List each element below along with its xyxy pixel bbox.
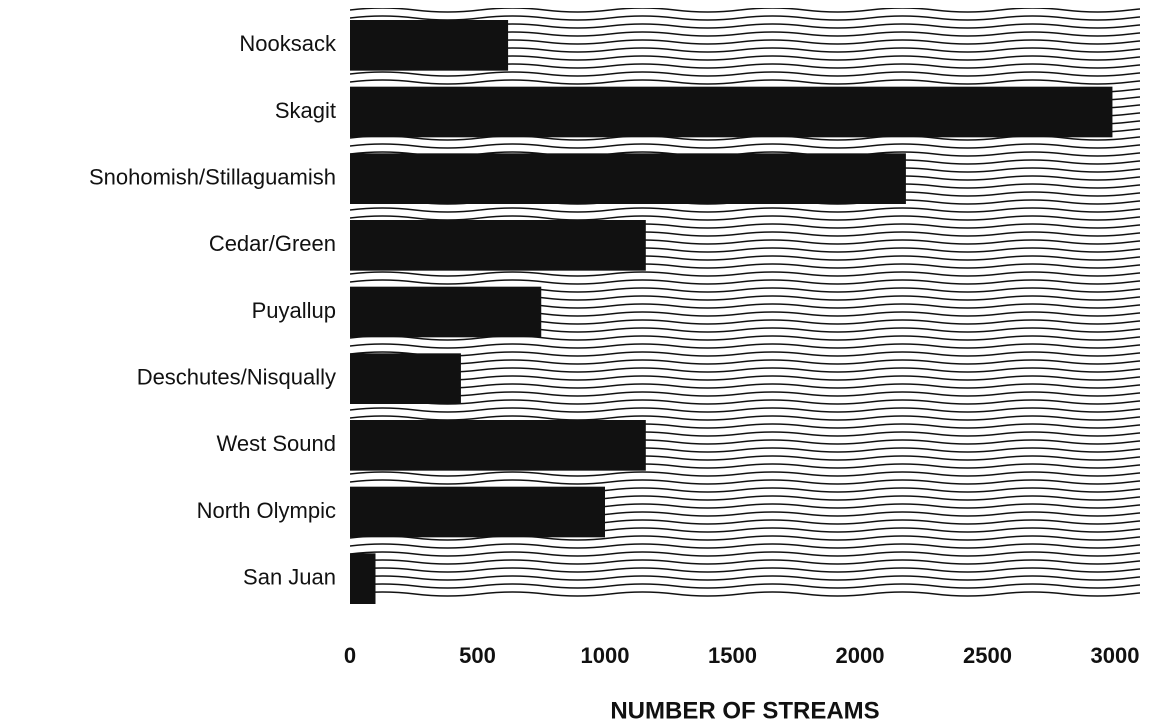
bar <box>350 220 646 271</box>
bar <box>350 153 906 204</box>
y-tick-label: Deschutes/Nisqually <box>137 364 336 389</box>
bar <box>350 487 605 538</box>
x-tick-label: 1500 <box>708 643 757 668</box>
y-tick-label: Snohomish/Stillaguamish <box>89 164 336 189</box>
bar <box>350 87 1112 138</box>
x-tick-label: 2500 <box>963 643 1012 668</box>
bar <box>350 20 508 71</box>
y-tick-label: West Sound <box>217 431 336 456</box>
bar <box>350 287 541 338</box>
bar <box>350 553 376 604</box>
y-tick-label: San Juan <box>243 564 336 589</box>
x-tick-label: 1000 <box>581 643 630 668</box>
bar <box>350 420 646 471</box>
y-tick-label: Puyallup <box>252 298 336 323</box>
x-axis-label: NUMBER OF STREAMS <box>610 697 879 724</box>
x-tick-label: 3000 <box>1091 643 1140 668</box>
y-tick-label: Skagit <box>275 98 336 123</box>
chart: NUMBER OF STREAMS 0 500 1000 1500 2000 2500 30… <box>0 0 1165 727</box>
x-tick-label: 2000 <box>836 643 885 668</box>
x-tick-label: 0 <box>344 643 356 668</box>
y-tick-label: North Olympic <box>197 498 336 523</box>
y-tick-label: Cedar/Green <box>209 231 336 256</box>
x-tick-label: 500 <box>459 643 496 668</box>
y-tick-label: Nooksack <box>239 31 337 56</box>
bar <box>350 353 461 404</box>
